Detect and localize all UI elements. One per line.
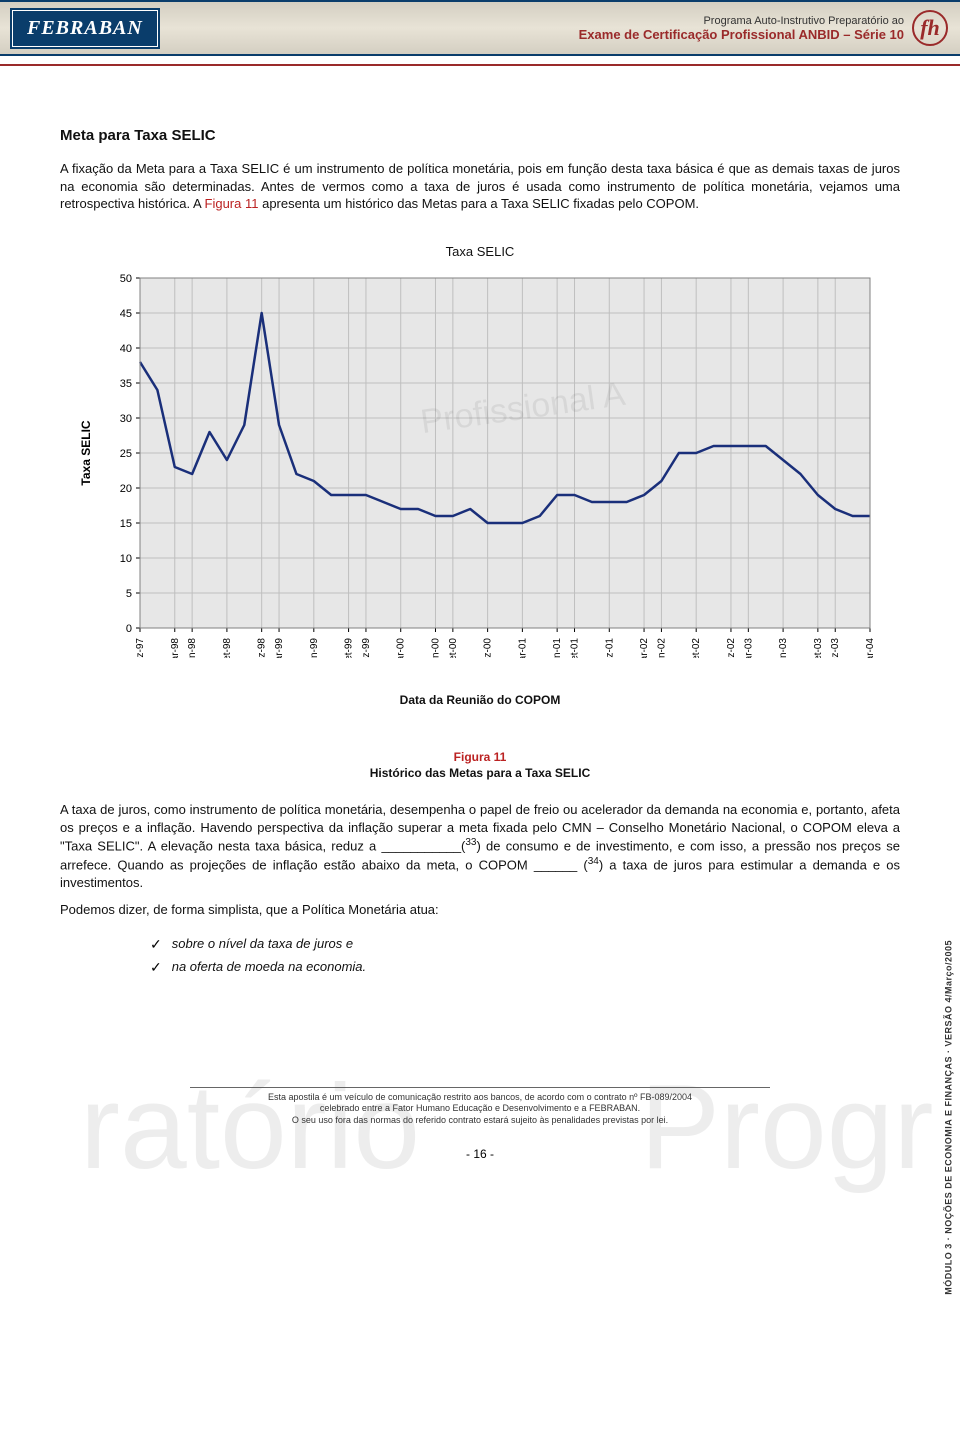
footnote-34: 34 — [588, 856, 599, 867]
body-p2: A taxa de juros, como instrumento de pol… — [60, 801, 900, 891]
svg-text:35: 35 — [120, 378, 132, 390]
svg-text:set-98: set-98 — [222, 638, 233, 658]
body-p3: Podemos dizer, de forma simplista, que a… — [60, 901, 900, 919]
intro-paragraph: A fixação da Meta para a Taxa SELIC é um… — [60, 160, 900, 213]
figure-caption: Figura 11 Histórico das Metas para a Tax… — [60, 749, 900, 781]
svg-text:45: 45 — [120, 308, 132, 320]
svg-text:40: 40 — [120, 343, 132, 355]
svg-text:dez-03: dez-03 — [830, 638, 841, 658]
footnote-33: 33 — [465, 837, 476, 848]
page-content: Profissional A ratório Progr Meta para T… — [0, 126, 960, 977]
svg-text:mar-98: mar-98 — [170, 638, 181, 658]
svg-text:set-99: set-99 — [344, 638, 355, 658]
svg-text:mar-04: mar-04 — [865, 638, 876, 658]
page-footer: Esta apostila é um veículo de comunicaçã… — [0, 1087, 960, 1137]
header-program-line1: Programa Auto-Instrutivo Preparatório ao — [579, 15, 904, 27]
bullet-text: na oferta de moeda na economia. — [172, 958, 366, 976]
figure-reference: Figura 11 — [205, 196, 259, 211]
check-icon: ✓ — [150, 935, 162, 954]
svg-text:dez-01: dez-01 — [604, 638, 615, 658]
header-right: Programa Auto-Instrutivo Preparatório ao… — [579, 10, 948, 46]
svg-text:dez-99: dez-99 — [361, 638, 372, 658]
svg-text:set-03: set-03 — [813, 638, 824, 658]
svg-text:jun-98: jun-98 — [187, 638, 198, 658]
footer-line2: celebrado entre a Fator Humano Educação … — [0, 1103, 960, 1115]
svg-text:10: 10 — [120, 553, 132, 565]
svg-text:25: 25 — [120, 448, 132, 460]
footer-line1: Esta apostila é um veículo de comunicaçã… — [0, 1092, 960, 1104]
svg-text:Taxa SELIC: Taxa SELIC — [79, 421, 93, 486]
header-program-line2: Exame de Certificação Profissional ANBID… — [579, 27, 904, 42]
side-module-text: MÓDULO 3 · NOÇÕES DE ECONOMIA E FINANÇAS… — [944, 940, 954, 1295]
bullet-item: ✓ sobre o nível da taxa de juros e — [150, 935, 900, 954]
svg-text:20: 20 — [120, 483, 132, 495]
bullet-item: ✓ na oferta de moeda na economia. — [150, 958, 900, 977]
svg-text:jun-00: jun-00 — [430, 638, 441, 658]
header-rule — [0, 64, 960, 66]
svg-text:50: 50 — [120, 273, 132, 285]
svg-text:30: 30 — [120, 413, 132, 425]
svg-text:mar-99: mar-99 — [274, 638, 285, 658]
chart-svg: 0 5 10 15 20 25 30 35 40 45 50 Taxa SELIC dez-97 mar-… — [70, 268, 890, 658]
svg-text:dez-98: dez-98 — [257, 638, 268, 658]
svg-text:dez-00: dez-00 — [483, 638, 494, 658]
svg-text:jun-03: jun-03 — [778, 638, 789, 658]
bullet-text: sobre o nível da taxa de juros e — [172, 935, 353, 953]
svg-text:jun-02: jun-02 — [656, 638, 667, 658]
selic-chart: Taxa SELIC 0 5 10 15 20 25 30 35 40 45 50 Taxa SELI… — [60, 243, 900, 709]
intro-text-b: apresenta um histórico das Metas para a … — [258, 196, 699, 211]
footer-line3: O seu uso fora das normas do referido co… — [0, 1115, 960, 1127]
svg-text:mar-03: mar-03 — [743, 638, 754, 658]
svg-text:set-02: set-02 — [691, 638, 702, 658]
svg-text:jun-01: jun-01 — [552, 638, 563, 658]
svg-text:dez-97: dez-97 — [135, 638, 146, 658]
body-paragraphs: A taxa de juros, como instrumento de pol… — [60, 801, 900, 919]
chart-title: Taxa SELIC — [60, 243, 900, 261]
svg-text:set-01: set-01 — [570, 638, 581, 658]
check-icon: ✓ — [150, 958, 162, 977]
chart-x-axis-label: Data da Reunião do COPOM — [60, 692, 900, 708]
anbid-icon: fh — [912, 10, 948, 46]
section-title: Meta para Taxa SELIC — [60, 126, 900, 146]
svg-text:mar-02: mar-02 — [639, 638, 650, 658]
svg-text:mar-00: mar-00 — [396, 638, 407, 658]
document-header: FEBRABAN Programa Auto-Instrutivo Prepar… — [0, 0, 960, 56]
page-number: - 16 - — [0, 1147, 960, 1181]
figure-number: Figura 11 — [60, 749, 900, 765]
svg-text:15: 15 — [120, 518, 132, 530]
svg-text:dez-02: dez-02 — [726, 638, 737, 658]
footer-rule — [190, 1087, 770, 1088]
figure-caption-text: Histórico das Metas para a Taxa SELIC — [60, 765, 900, 781]
bullet-list: ✓ sobre o nível da taxa de juros e ✓ na … — [150, 935, 900, 977]
svg-text:0: 0 — [126, 623, 132, 635]
svg-text:jun-99: jun-99 — [309, 638, 320, 658]
svg-text:set-00: set-00 — [448, 638, 459, 658]
svg-text:mar-01: mar-01 — [517, 638, 528, 658]
febraban-logo: FEBRABAN — [12, 10, 158, 47]
svg-text:5: 5 — [126, 588, 132, 600]
